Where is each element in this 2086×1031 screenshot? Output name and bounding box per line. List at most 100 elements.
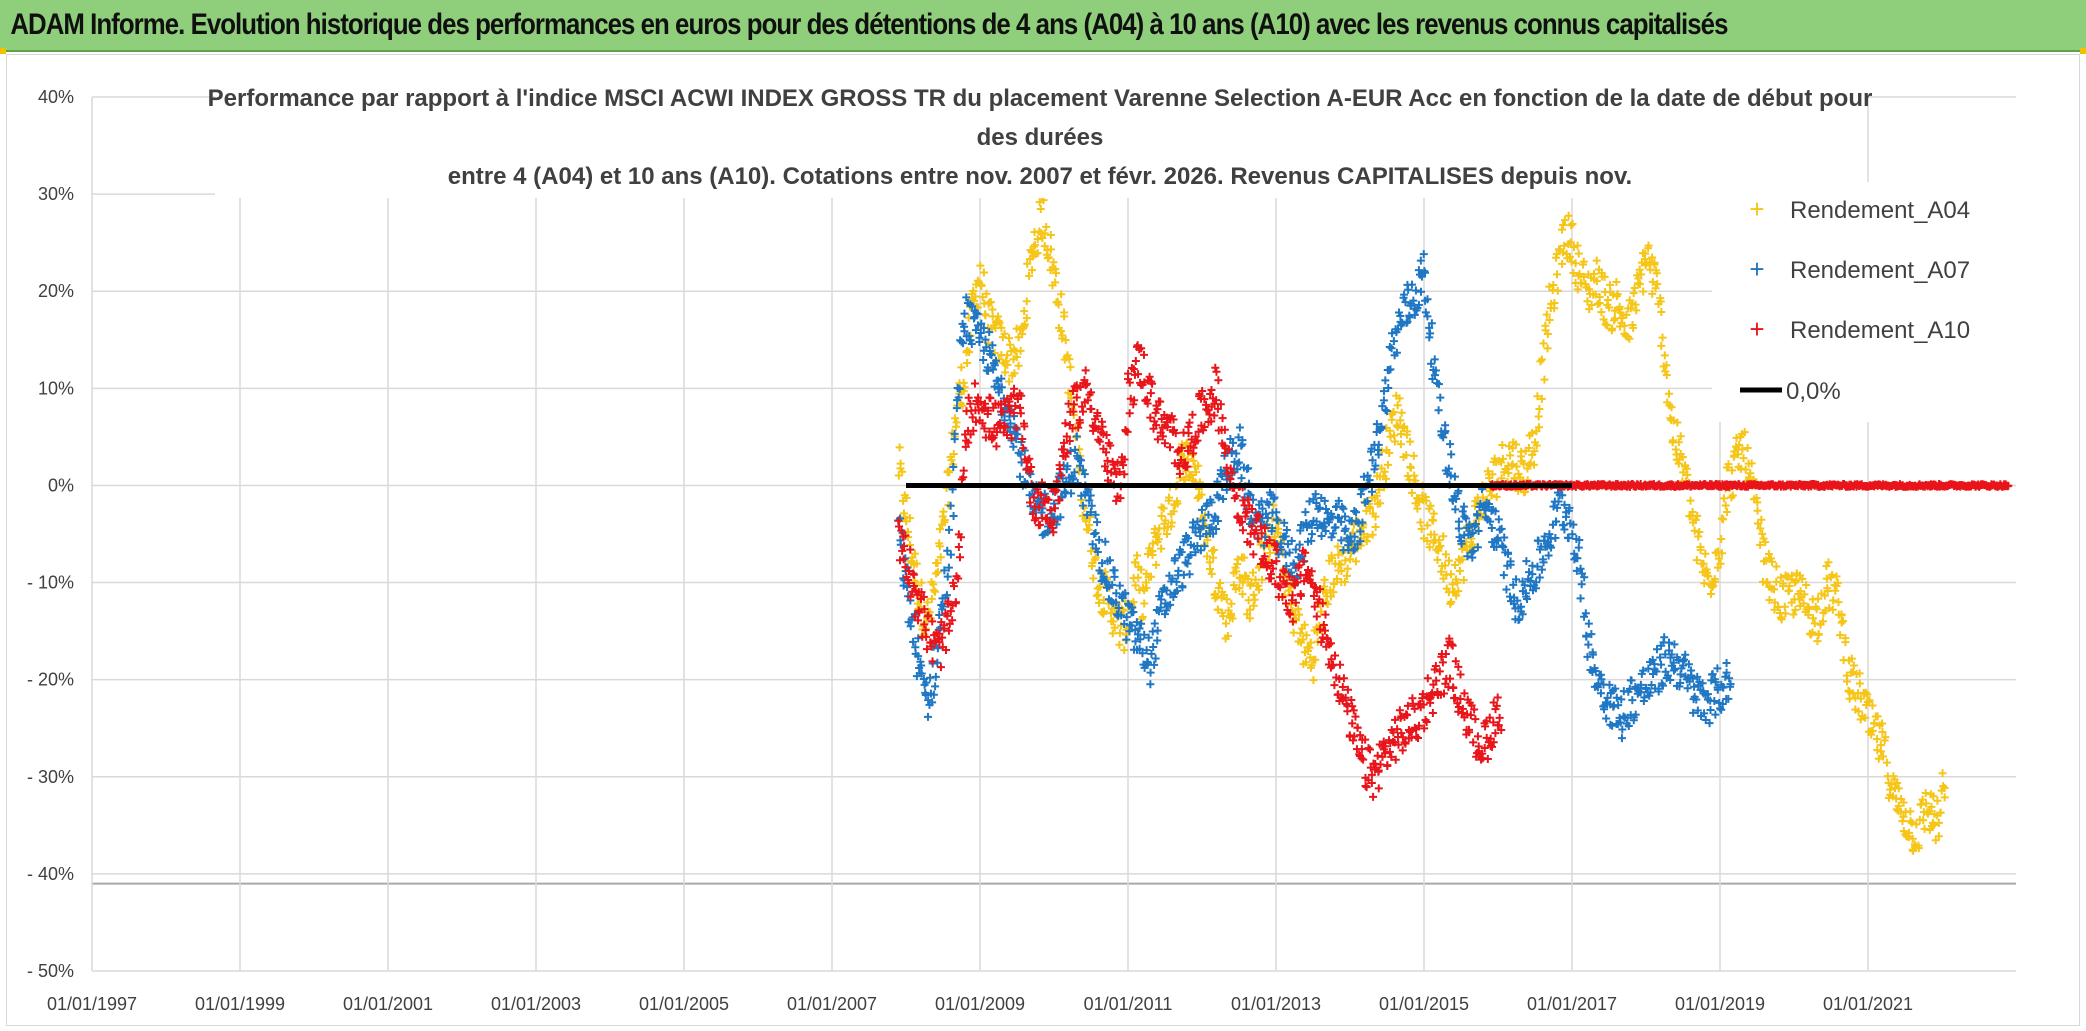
point-a04 xyxy=(1433,556,1441,564)
point-a10 xyxy=(1369,793,1377,801)
point-a04 xyxy=(1873,735,1881,743)
point-a04 xyxy=(1101,568,1109,576)
point-a10 xyxy=(965,394,973,402)
chart-legend: + Rendement_A04 + Rendement_A07 + Rendem… xyxy=(1712,182,2042,422)
point-a04 xyxy=(1572,259,1580,267)
point-a10 xyxy=(1336,661,1344,669)
point-a07 xyxy=(1151,620,1159,628)
x-tick-label: 01/01/2021 xyxy=(1823,994,1913,1014)
point-a04 xyxy=(1152,561,1160,569)
point-a04 xyxy=(1567,221,1575,229)
point-a07 xyxy=(1618,734,1626,742)
point-a10 xyxy=(971,379,979,387)
point-a07 xyxy=(1585,620,1593,628)
point-a04 xyxy=(1408,489,1416,497)
point-a07 xyxy=(960,310,968,318)
point-a04 xyxy=(1908,819,1916,827)
point-a04 xyxy=(1661,351,1669,359)
point-a07 xyxy=(1153,636,1161,644)
point-a10 xyxy=(1396,706,1404,714)
point-a04 xyxy=(1906,807,1914,815)
point-a04 xyxy=(1630,289,1638,297)
point-a07 xyxy=(1502,586,1510,594)
subtitle-line-3: entre 4 (A04) et 10 ans (A10). Cotations… xyxy=(448,163,1632,190)
point-a07 xyxy=(1426,329,1434,337)
point-a04 xyxy=(1133,552,1141,560)
point-a07 xyxy=(1498,541,1506,549)
point-a10 xyxy=(1147,389,1155,397)
point-a04 xyxy=(1838,619,1846,627)
point-a10 xyxy=(1484,755,1492,763)
point-a04 xyxy=(1722,501,1730,509)
point-a07 xyxy=(1147,669,1155,677)
y-tick-label: 30% xyxy=(38,184,74,204)
point-a10 xyxy=(1161,439,1169,447)
point-a04 xyxy=(1093,592,1101,600)
point-a04 xyxy=(1456,567,1464,575)
x-tick-label: 01/01/2009 xyxy=(935,994,1025,1014)
point-a04 xyxy=(1250,591,1258,599)
point-a04 xyxy=(980,268,988,276)
point-a07 xyxy=(1318,532,1326,540)
point-a04 xyxy=(1659,334,1667,342)
point-a07 xyxy=(1717,706,1725,714)
point-a04 xyxy=(1723,508,1731,516)
point-a04 xyxy=(1850,662,1858,670)
point-a10 xyxy=(1363,783,1371,791)
point-a04 xyxy=(1003,351,1011,359)
point-a07 xyxy=(1422,308,1430,316)
point-a04 xyxy=(1208,570,1216,578)
point-a04 xyxy=(1883,759,1891,767)
y-tick-label: - 10% xyxy=(27,573,74,593)
point-a04 xyxy=(1115,641,1123,649)
point-a07 xyxy=(1016,473,1024,481)
point-a04 xyxy=(1639,287,1647,295)
point-a07 xyxy=(1628,696,1636,704)
point-a04 xyxy=(1701,550,1709,558)
point-a04 xyxy=(1707,590,1715,598)
point-a04 xyxy=(1290,629,1298,637)
x-axis-ticks: 01/01/1997 01/01/1999 01/01/2001 01/01/2003… xyxy=(47,994,1913,1014)
point-a07 xyxy=(1459,507,1467,515)
point-a10 xyxy=(1207,386,1215,394)
point-a10 xyxy=(1469,738,1477,746)
point-a04 xyxy=(1549,281,1557,289)
point-a07 xyxy=(1041,490,1049,498)
point-a07 xyxy=(1451,473,1459,481)
point-a07 xyxy=(1577,594,1585,602)
point-a07 xyxy=(1602,714,1610,722)
legend-marker-a10: + xyxy=(1749,314,1764,344)
point-a10 xyxy=(1166,443,1174,451)
point-a07 xyxy=(1073,432,1081,440)
point-a10 xyxy=(1239,526,1247,534)
point-a04 xyxy=(1856,679,1864,687)
y-tick-label: - 20% xyxy=(27,670,74,690)
y-tick-label: - 50% xyxy=(27,961,74,981)
point-a07 xyxy=(1680,656,1688,664)
point-a10 xyxy=(1061,419,1069,427)
point-a04 xyxy=(1657,308,1665,316)
point-a04 xyxy=(1686,497,1694,505)
subtitle-line-1: Performance par rapport à l'indice MSCI … xyxy=(208,85,1873,112)
point-a04 xyxy=(1772,578,1780,586)
point-a10 xyxy=(1439,658,1447,666)
point-a10 xyxy=(1350,706,1358,714)
point-a04 xyxy=(981,310,989,318)
point-a07 xyxy=(1711,711,1719,719)
point-a04 xyxy=(1568,220,1576,228)
point-a10 xyxy=(1474,732,1482,740)
point-a10 xyxy=(1126,409,1134,417)
point-a04 xyxy=(1575,250,1583,258)
point-a07 xyxy=(931,682,939,690)
point-a04 xyxy=(1120,646,1128,654)
point-a04 xyxy=(1488,491,1496,499)
point-a04 xyxy=(1498,441,1506,449)
point-a04 xyxy=(1134,574,1142,582)
point-a10 xyxy=(1330,681,1338,689)
point-a04 xyxy=(1050,258,1058,266)
point-a04 xyxy=(1430,510,1438,518)
point-a04 xyxy=(1429,517,1437,525)
point-a07 xyxy=(1545,551,1553,559)
point-a04 xyxy=(945,468,953,476)
point-a10 xyxy=(1124,370,1132,378)
